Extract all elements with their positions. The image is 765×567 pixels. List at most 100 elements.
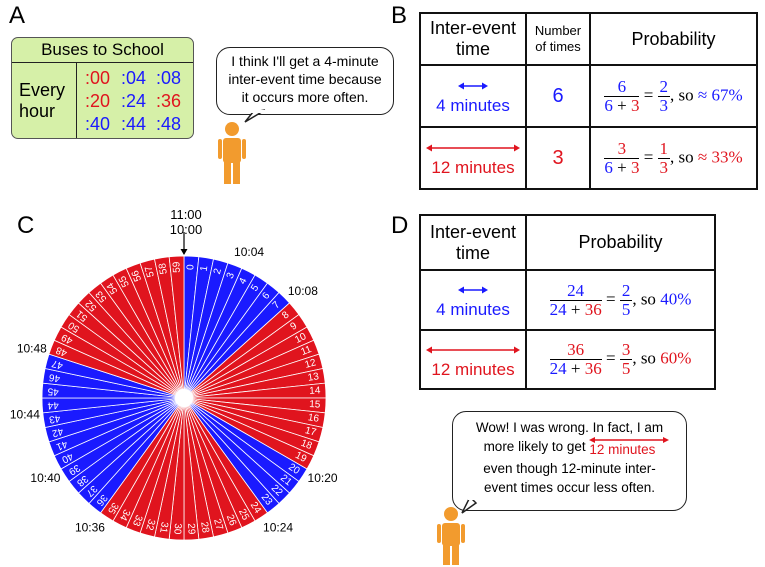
person-d-figure [437, 495, 478, 565]
equals: = [605, 288, 616, 308]
frac-den-a: 6 [604, 157, 613, 177]
result-den: 3 [659, 95, 669, 115]
bubble-tail-cover [245, 110, 266, 113]
clock-minute-number: 1 [199, 265, 211, 273]
table-b-header-col3: Probability [589, 12, 758, 66]
double-arrow-icon [458, 82, 488, 90]
clock-center [175, 389, 193, 407]
bubble-d-text: more likely to get [483, 439, 586, 454]
equals: = [643, 146, 654, 166]
clock-minute-number: 46 [48, 371, 61, 384]
frac-den-b: 3 [630, 157, 640, 177]
bus-time: :00 [85, 68, 111, 88]
clock-minute-number: 15 [309, 399, 321, 411]
bubble-d-12min: 12 minutes [589, 442, 656, 457]
person-a-figure [218, 109, 266, 184]
bubble-d-line: event times occur less often. [483, 480, 656, 495]
clock-minute-number: 3 [225, 271, 237, 281]
clock-minute-number: 43 [48, 412, 61, 425]
approx-percent: ≈ 67% [697, 84, 743, 104]
clock-top-label: 11:00 10:00 [164, 207, 208, 237]
bubble-d-line: even though 12-minute inter- [483, 461, 656, 476]
frac-num: 6 [604, 77, 640, 97]
so-text: , so [632, 348, 656, 368]
clock-minute-number: 31 [157, 521, 170, 534]
bus-schedule-row-label: Every hour [19, 80, 65, 122]
clock-minute-number: 27 [211, 518, 225, 532]
bubble-a-line: inter-event time because [228, 71, 382, 87]
double-arrow-icon [589, 437, 670, 443]
frac-plus: + [617, 157, 627, 177]
clock-minute-number: 55 [117, 273, 132, 288]
table-b-count: 6 [525, 64, 591, 128]
table-b-row-label: 4 minutes [419, 64, 527, 128]
bus-time: :40 [85, 114, 111, 134]
panel-label-d: D [391, 212, 409, 239]
row-label-text: 12 minutes [431, 158, 515, 177]
header-text: time [455, 242, 490, 263]
header-text: of times [535, 39, 581, 54]
bubble-a-line: I think I'll get a 4-minute [231, 53, 379, 69]
table-d-row-label: 12 minutes [419, 329, 527, 390]
bus-time: :36 [156, 91, 182, 111]
clock-minute-number: 14 [309, 385, 321, 397]
frac-num: 36 [549, 341, 602, 360]
clock-time-label: 10:20 [308, 471, 338, 485]
clock-minute-number: 58 [157, 262, 170, 275]
frac-den-b: 3 [630, 95, 640, 115]
percent: 40% [660, 288, 692, 308]
bus-schedule-card: Buses to School Every hour :00 :04 :08 :… [11, 37, 194, 139]
frac-den-b: 36 [584, 299, 602, 319]
clock-top-arrowhead [180, 249, 188, 255]
person-body-icon [223, 138, 241, 163]
table-d-header-col1: Inter-event time [419, 214, 527, 271]
so-text: , so [632, 288, 656, 308]
clock-minute-number: 6 [260, 290, 272, 302]
clock-minute-number: 49 [59, 331, 74, 346]
clock-minute-number: 4 [237, 276, 250, 286]
frac-plus: + [570, 299, 581, 319]
clock-minute-number: 34 [117, 507, 132, 522]
panel-label-b: B [391, 2, 408, 29]
table-b-header-col1: Inter-event time [419, 12, 527, 66]
bus-time: :08 [156, 68, 182, 88]
frac-plus: + [617, 95, 627, 115]
clock-minute-number: 10 [293, 331, 308, 346]
frac-num: 24 [549, 281, 602, 301]
equals: = [643, 84, 654, 104]
so-text: , so [670, 84, 694, 104]
row-label-text: 4 minutes [436, 96, 510, 115]
bubble-d-line: more likely to get 12 minutes [453, 437, 686, 459]
clock-minute-number: 42 [50, 425, 64, 439]
clock-time-label: 10:04 [234, 245, 264, 259]
clock-minute-number: 16 [307, 412, 320, 425]
result-num: 3 [619, 340, 633, 360]
clock-minute-number: 40 [59, 450, 74, 465]
approx-percent: ≈ 33% [697, 146, 743, 166]
double-arrow-icon [426, 144, 520, 152]
clock-minute-number: 11 [299, 344, 313, 358]
clock-wheel: 0 1 2 3456789101112131415161718192021222324… [10, 232, 338, 541]
header-text: Number [534, 23, 582, 38]
table-b-header-col2: Number of times [525, 12, 591, 66]
clock-minute-number: 0 [185, 264, 196, 271]
clock-time-label: 10:36 [75, 520, 105, 534]
bus-time: :20 [85, 91, 111, 111]
table-b-row-label: 12 minutes [419, 126, 527, 190]
header-text: Inter-event [429, 221, 517, 242]
clock-top-label-line: 10:00 [169, 222, 203, 237]
frac-plus: + [570, 359, 581, 378]
table-d: Inter-event time Probability 4 minutes 2… [419, 214, 716, 390]
row-label-line2: hour [19, 101, 56, 121]
row-label-text: 4 minutes [436, 300, 510, 319]
table-b-count: 3 [525, 126, 591, 190]
clock-minute-number: 19 [293, 450, 308, 465]
bus-time: :44 [121, 114, 147, 134]
clock-minute-number: 32 [143, 518, 157, 532]
clock-minute-number: 18 [299, 438, 314, 452]
clock-minute-number: 12 [304, 357, 318, 371]
clock-time-label: 10:48 [17, 342, 47, 356]
bubble-d-line: Wow! I was wrong. In fact, I am [475, 420, 664, 435]
